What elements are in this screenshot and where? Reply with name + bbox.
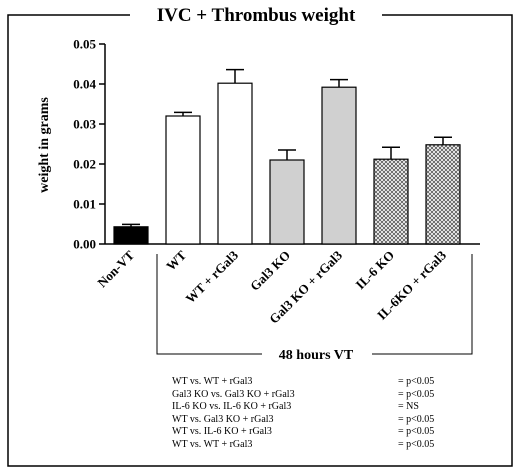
stat-comparison: WT vs. Gal3 KO + rGal3: [172, 413, 274, 425]
chart-frame: [7, 14, 513, 467]
bar: [217, 82, 253, 245]
bar: [269, 159, 305, 245]
stat-result: = p<0.05: [398, 376, 435, 387]
stat-result: = NS: [398, 401, 419, 413]
x-tick-label: WT + rGal3: [183, 247, 242, 306]
y-tick-label: 0.05: [73, 37, 96, 52]
statistics-table: WT vs. WT + rGal3 = p<0.05 Gal3 KO vs. Ga…: [172, 376, 434, 452]
y-ticks: 0.00 0.01 0.02 0.03 0.04 0.05: [73, 37, 105, 252]
bar: [425, 144, 461, 245]
x-tick-label: IL-6 KO: [353, 248, 398, 293]
bar: [373, 158, 409, 245]
bars: [113, 82, 461, 245]
error-bars: [122, 68, 452, 227]
stat-row: WT vs. Gal3 KO + rGal3 = p<0.05: [172, 414, 434, 427]
bar: [113, 226, 149, 245]
y-tick-label: 0.04: [73, 77, 96, 92]
x-tick-label: WT: [163, 247, 189, 273]
stat-comparison: Gal3 KO vs. Gal3 KO + rGal3: [172, 388, 295, 400]
stat-result: = p<0.05: [398, 438, 435, 450]
bar: [165, 115, 201, 245]
stat-row: WT vs. WT + rGal3 = p<0.05: [172, 439, 434, 452]
stat-result: = p<0.05: [398, 413, 435, 425]
bar: [321, 86, 357, 245]
stat-row: Gal3 KO vs. Gal3 KO + rGal3 = p<0.05: [172, 389, 434, 402]
group-label: 48 hours VT: [279, 348, 354, 363]
stat-comparison: WT vs. WT + rGal3: [172, 376, 253, 387]
stat-result: = p<0.05: [398, 388, 435, 400]
stat-comparison: WT vs. IL-6 KO + rGal3: [172, 426, 272, 438]
group-label-background: [262, 344, 372, 362]
stat-comparison: WT vs. WT + rGal3: [172, 438, 253, 450]
x-tick-label: Gal3 KO: [247, 248, 293, 294]
stat-row: IL-6 KO vs. IL-6 KO + rGal3 = NS: [172, 401, 434, 414]
y-tick-label: 0.02: [73, 157, 96, 172]
stat-comparison: IL-6 KO vs. IL-6 KO + rGal3: [172, 401, 292, 413]
stat-row: WT vs. IL-6 KO + rGal3 = p<0.05: [172, 426, 434, 439]
y-tick-label: 0.03: [73, 117, 96, 132]
y-tick-label: 0.01: [73, 197, 96, 212]
stat-row: WT vs. WT + rGal3 = p<0.05: [172, 376, 434, 389]
y-tick-label: 0.00: [73, 237, 96, 252]
stat-result: = p<0.05: [398, 426, 435, 438]
chart-title: IVC + Thrombus weight: [157, 5, 356, 26]
x-tick-label: Non-VT: [94, 247, 137, 290]
y-axis-label: weight in grams: [37, 97, 52, 193]
